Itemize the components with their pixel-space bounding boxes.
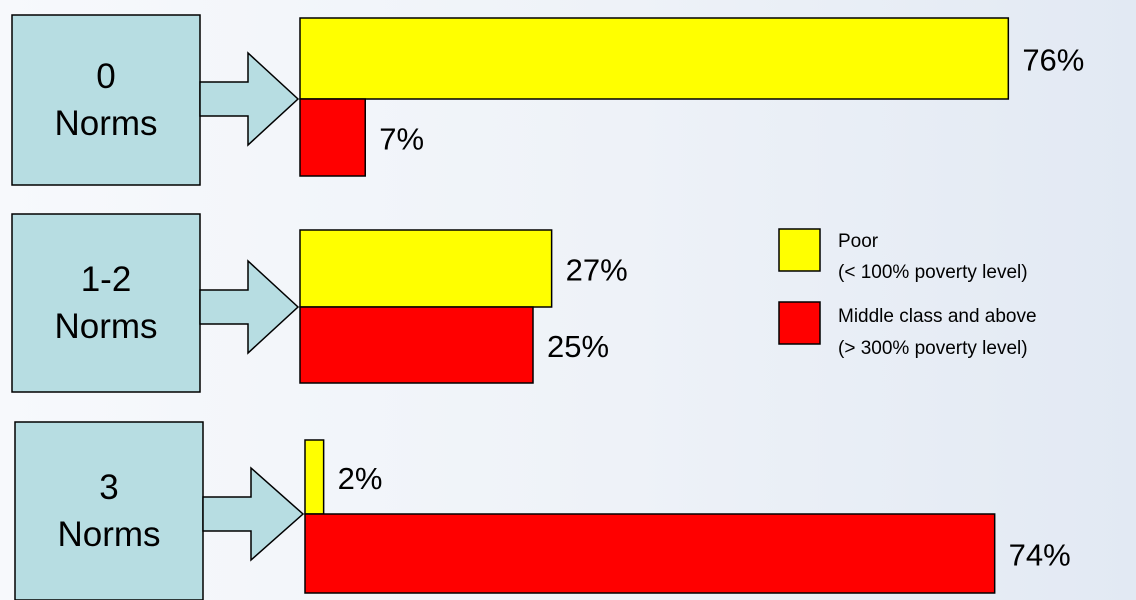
category-number: 3 (99, 468, 118, 507)
bar-middle-class (299, 98, 366, 177)
legend-label-poor: Poor (838, 231, 879, 252)
legend-swatch-middle-class (778, 301, 821, 345)
legend-detail-middle-class: (> 300% poverty level) (838, 338, 1028, 359)
category-box (14, 421, 204, 600)
category-word: Norms (57, 515, 160, 554)
norm-group-3: 3 Norms 2% 74% (14, 421, 1071, 600)
bar-poor (299, 17, 1010, 100)
arrow-right-icon (199, 51, 300, 147)
legend-label-middle-class: Middle class and above (838, 306, 1037, 327)
norm-group-1-2: 1-2 Norms 27% 25% (11, 213, 628, 393)
category-number: 1-2 (81, 260, 132, 299)
legend-detail-poor: (< 100% poverty level) (838, 262, 1028, 283)
data-label-poor: 76% (1022, 43, 1084, 78)
norm-group-0: 0 Norms 76% 7% (11, 14, 1084, 186)
bar-middle-class (304, 513, 996, 594)
bar-poor (299, 229, 553, 308)
data-label-poor: 27% (566, 253, 628, 288)
category-box (11, 14, 201, 186)
arrow-right-icon (199, 259, 300, 355)
data-label-middle-class: 74% (1009, 538, 1071, 573)
category-number: 0 (96, 57, 115, 96)
category-word: Norms (54, 104, 157, 143)
legend-swatch-poor (778, 228, 821, 272)
arrow-right-icon (202, 466, 305, 562)
bar-middle-class (299, 306, 534, 384)
category-word: Norms (54, 307, 157, 346)
bar-poor (304, 439, 325, 515)
category-box (11, 213, 201, 393)
legend: Poor (< 100% poverty level) Middle class… (778, 228, 1037, 359)
data-label-poor: 2% (338, 461, 383, 496)
data-label-middle-class: 7% (379, 122, 424, 157)
data-label-middle-class: 25% (547, 329, 609, 364)
